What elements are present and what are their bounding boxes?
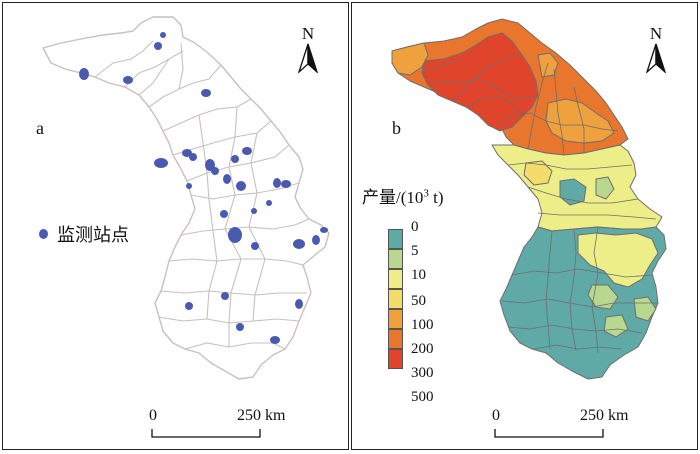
north-label: N bbox=[649, 24, 663, 43]
station-point bbox=[201, 89, 211, 97]
scale-end: 250 km bbox=[580, 407, 629, 424]
legend-label: 监测站点 bbox=[57, 225, 129, 246]
legend-label-5: 5 bbox=[411, 243, 419, 259]
legend-swatch-100 bbox=[388, 309, 403, 329]
station-point bbox=[189, 153, 197, 161]
station-point bbox=[228, 227, 242, 243]
station-point bbox=[221, 292, 229, 300]
legend-label-200: 200 bbox=[411, 341, 434, 357]
station-point bbox=[211, 167, 219, 175]
map-b bbox=[391, 18, 667, 380]
station-point bbox=[231, 155, 239, 163]
panel-letter-a: a bbox=[36, 118, 44, 138]
legend-title-main: 产量/(10 bbox=[362, 188, 424, 207]
station-point bbox=[160, 32, 166, 38]
legend-label-500: 500 bbox=[411, 389, 434, 405]
legend-swatch-300 bbox=[388, 349, 403, 369]
station-point bbox=[154, 42, 162, 50]
station-point bbox=[182, 149, 192, 157]
legend-title-sup: 3 bbox=[423, 187, 429, 200]
station-point bbox=[185, 302, 193, 310]
legend-swatch-200 bbox=[388, 329, 403, 349]
station-point bbox=[186, 183, 192, 189]
station-point bbox=[123, 76, 133, 84]
legend-label-300: 300 bbox=[411, 365, 434, 381]
scale-bar-a: 0 250 km bbox=[147, 407, 287, 447]
station-point bbox=[312, 235, 320, 245]
legend-swatch-50 bbox=[388, 289, 403, 309]
scale-start: 0 bbox=[492, 407, 500, 424]
panel-b: b N 产量/(103 t) 0 5 10 50 100 200 300 bbox=[351, 2, 698, 450]
legend-label-50: 50 bbox=[411, 293, 426, 309]
station-point bbox=[242, 147, 252, 155]
station-layer bbox=[79, 32, 328, 344]
region-high bbox=[421, 32, 539, 132]
station-point bbox=[236, 323, 244, 331]
north-arrow-a: N bbox=[295, 25, 321, 73]
station-symbol-icon bbox=[39, 229, 48, 239]
station-point bbox=[223, 174, 231, 184]
station-point bbox=[220, 210, 228, 218]
legend-swatch-0 bbox=[388, 229, 403, 249]
station-point bbox=[270, 336, 280, 344]
station-point bbox=[295, 299, 303, 309]
north-arrow-icon bbox=[297, 43, 319, 73]
north-arrow-b: N bbox=[643, 25, 669, 73]
legend-swatch-5 bbox=[388, 249, 403, 269]
station-point bbox=[154, 158, 168, 168]
scale-start: 0 bbox=[149, 407, 157, 424]
station-point bbox=[273, 178, 281, 188]
legend-swatch-10 bbox=[388, 269, 403, 289]
scale-bar-b: 0 250 km bbox=[490, 407, 630, 447]
station-point bbox=[251, 242, 259, 250]
legend-label-100: 100 bbox=[411, 317, 434, 333]
scale-end: 250 km bbox=[237, 407, 286, 424]
legend-label-10: 10 bbox=[411, 267, 426, 283]
station-point bbox=[320, 227, 328, 233]
panel-letter-b: b bbox=[392, 118, 401, 138]
panel-a: a N 监测站点 0 250 km bbox=[2, 2, 349, 450]
legend-title: 产量/(103 t) bbox=[362, 183, 444, 208]
legend-monitoring-stations: 监测站点 bbox=[39, 221, 129, 247]
legend-title-tail: t) bbox=[428, 188, 444, 207]
north-arrow-icon bbox=[645, 43, 667, 73]
station-point bbox=[251, 208, 257, 214]
north-label: N bbox=[301, 24, 315, 43]
station-point bbox=[79, 68, 89, 80]
station-point bbox=[293, 239, 305, 249]
station-point bbox=[236, 181, 246, 191]
station-point bbox=[281, 180, 291, 188]
legend-label-0: 0 bbox=[411, 219, 419, 235]
station-point bbox=[266, 200, 272, 206]
